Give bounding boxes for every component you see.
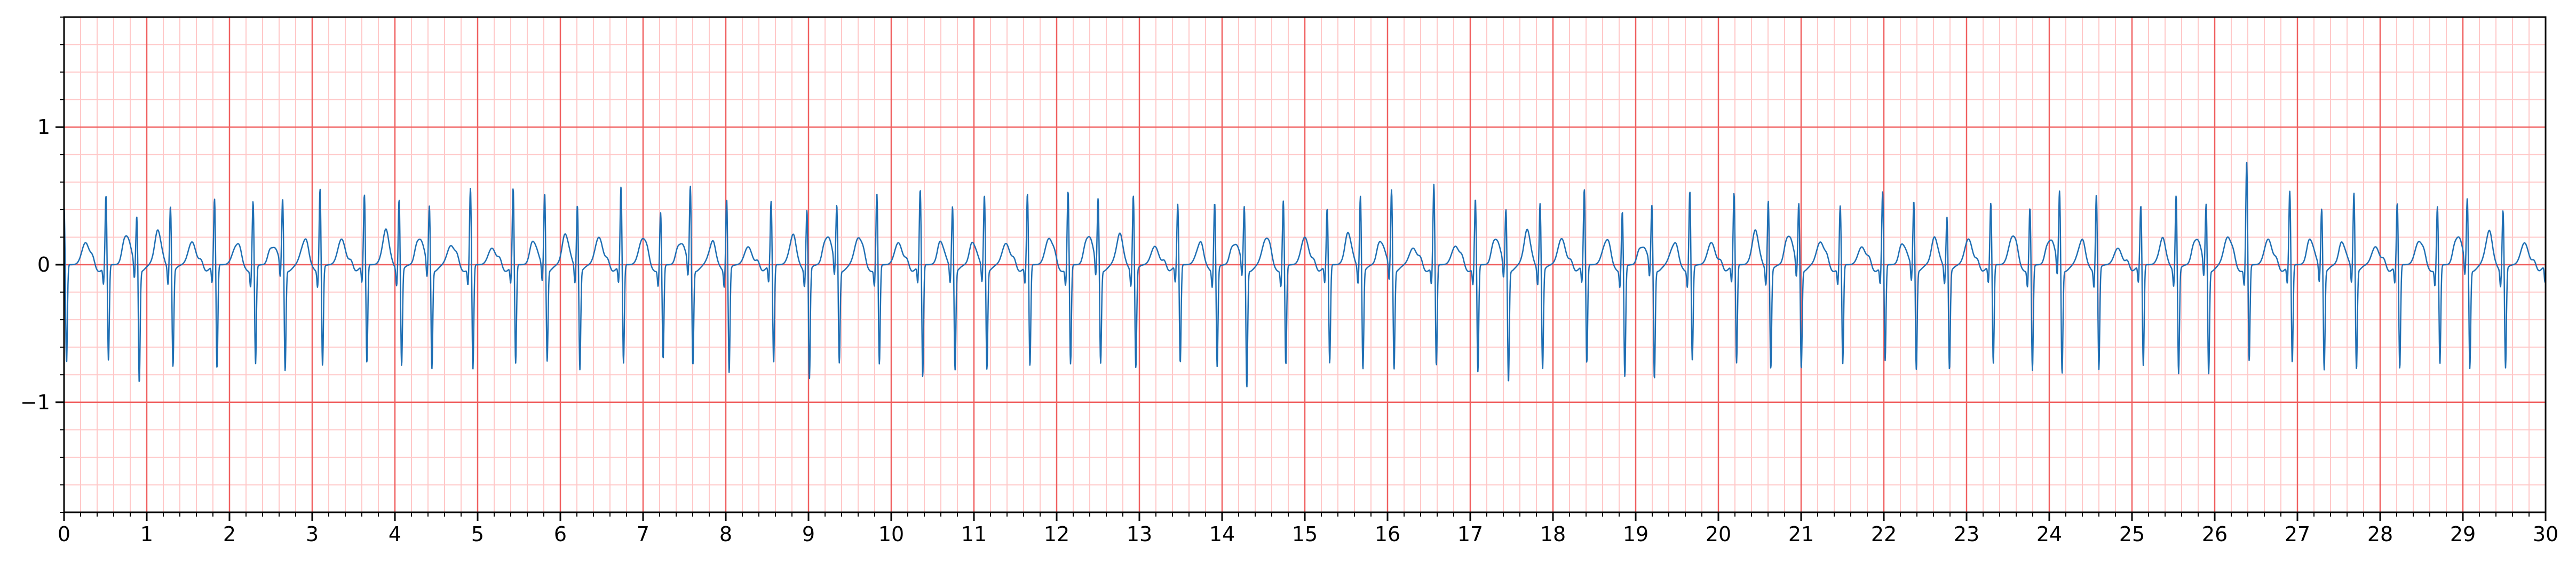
axis-ticks [56, 17, 2547, 521]
x-tick-label: 18 [1540, 522, 1566, 546]
x-tick-label: 23 [1954, 522, 1979, 546]
x-tick-label: 28 [2367, 522, 2393, 546]
x-tick-label: 11 [961, 522, 987, 546]
x-tick-label: 9 [802, 522, 815, 546]
ecg-trace-layer [63, 162, 2547, 387]
x-tick-label: 2 [223, 522, 236, 546]
y-tick-label: 1 [37, 115, 50, 139]
x-tick-label: 27 [2285, 522, 2310, 546]
x-tick-label: 17 [1457, 522, 1483, 546]
x-tick-label: 13 [1127, 522, 1152, 546]
x-axis-tick-labels: 0 1 2 3 4 5 6 7 8 9 10 11 12 13 14 15 16 17 18 19 20 21 22 23 24… [58, 522, 2558, 546]
y-axis-tick-labels: −1 0 1 [20, 115, 50, 414]
x-tick-label: 10 [878, 522, 904, 546]
x-tick-label: 22 [1871, 522, 1897, 546]
x-tick-label: 15 [1292, 522, 1318, 546]
x-tick-label: 7 [637, 522, 649, 546]
x-tick-label: 5 [471, 522, 484, 546]
x-tick-label: 3 [306, 522, 319, 546]
x-tick-label: 24 [2036, 522, 2062, 546]
x-tick-label: 1 [140, 522, 153, 546]
x-tick-label: 25 [2119, 522, 2145, 546]
x-tick-label: 4 [389, 522, 401, 546]
y-tick-label: −1 [20, 391, 50, 414]
x-tick-label: 14 [1209, 522, 1235, 546]
y-tick-label: 0 [37, 253, 50, 276]
x-tick-label: 29 [2450, 522, 2476, 546]
x-tick-label: 20 [1706, 522, 1731, 546]
x-tick-label: 21 [1788, 522, 1814, 546]
x-tick-label: 16 [1375, 522, 1400, 546]
x-tick-label: 30 [2533, 522, 2558, 546]
x-tick-label: 12 [1044, 522, 1069, 546]
x-tick-label: 0 [58, 522, 70, 546]
x-tick-label: 19 [1623, 522, 1648, 546]
ecg-trace-line [63, 162, 2547, 387]
x-tick-label: 8 [719, 522, 732, 546]
x-tick-label: 26 [2202, 522, 2228, 546]
x-tick-label: 6 [554, 522, 567, 546]
